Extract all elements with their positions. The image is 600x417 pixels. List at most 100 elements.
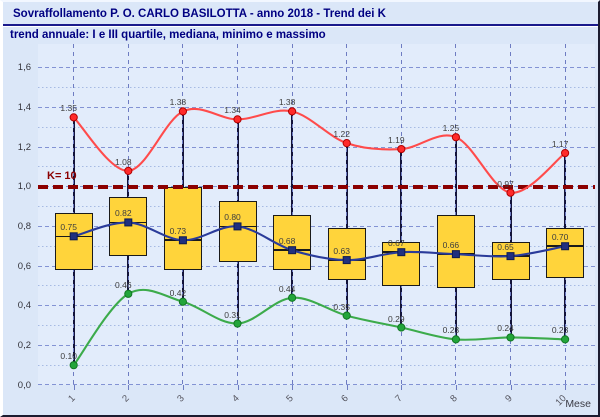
massimo-data-label: 0.97 [497, 178, 514, 189]
massimo-data-label: 1.34 [224, 105, 241, 116]
quartile-box [54, 212, 93, 270]
mediana-point [506, 252, 515, 261]
mediana-data-label: 0.75 [60, 222, 77, 233]
x-tick-label: 5 [284, 393, 296, 405]
minimo-data-label: 0.29 [388, 313, 405, 324]
mediana-point [233, 222, 242, 231]
x-tick-label: 6 [338, 393, 351, 405]
gridline-major [38, 344, 595, 346]
massimo-data-label: 1.38 [169, 97, 187, 108]
gridline-major [38, 146, 595, 148]
gridline-minor [38, 325, 595, 327]
gridline-major [38, 384, 595, 385]
y-tick-label: 1,4 [17, 101, 31, 113]
massimo-data-label: 1.19 [388, 135, 405, 146]
x-tick-label: 3 [175, 393, 187, 405]
minimo-data-label: 0.35 [333, 301, 350, 312]
x-tick-label: 9 [502, 393, 515, 405]
gridline-minor [38, 285, 595, 287]
massimo-point [233, 115, 242, 124]
minimo-point [69, 361, 78, 370]
massimo-data-label: 1.17 [551, 139, 569, 150]
k-reference-label: K= 10 [47, 169, 77, 182]
quartile-box [546, 228, 585, 278]
mediana-data-label: 0.63 [333, 246, 350, 257]
x-tick-label: 2 [120, 393, 133, 405]
y-tick-label: 0,8 [17, 220, 31, 232]
minimo-point [506, 333, 515, 342]
minimo-data-label: 0.44 [278, 283, 296, 294]
gridline-major [38, 67, 595, 69]
x-tick-label: 7 [393, 393, 406, 405]
minimo-data-label: 0.46 [115, 279, 132, 290]
mediana-point [342, 256, 351, 265]
massimo-point [451, 133, 460, 142]
minimo-point [233, 319, 242, 328]
mediana-data-label: 0.73 [169, 226, 187, 237]
y-tick-label: 0,2 [17, 339, 31, 351]
x-tick-mark [565, 385, 567, 390]
x-tick-mark [182, 385, 184, 390]
x-tick-mark [292, 385, 294, 390]
mediana-point [288, 246, 297, 255]
massimo-point [288, 107, 297, 116]
massimo-point [342, 139, 351, 148]
minimo-data-label: 0.42 [169, 287, 187, 298]
minimo-point [561, 335, 570, 344]
x-tick-label: 10 [553, 393, 569, 409]
y-tick-label: 0,6 [17, 260, 31, 272]
k-reference-line [38, 184, 595, 189]
minimo-point [178, 297, 187, 306]
minimo-point [342, 311, 351, 320]
mediana-data-label: 0.65 [497, 242, 514, 253]
gridline-minor [38, 245, 595, 247]
minimo-point [288, 293, 297, 302]
mediana-point [178, 236, 187, 245]
quartile-box [163, 186, 202, 270]
chart-subtitle: trend annuale: I e III quartile, mediana… [10, 29, 326, 41]
minimo-point [397, 323, 406, 332]
gridline-major [38, 225, 595, 227]
y-tick-label: 1,0 [17, 181, 31, 193]
minimo-point [124, 289, 133, 298]
month-gridline [346, 44, 348, 385]
mediana-point [69, 232, 78, 241]
month-gridline [510, 44, 511, 385]
minimo-data-label: 0.31 [224, 309, 241, 320]
x-tick-mark [128, 385, 130, 390]
mediana-data-label: 0.82 [115, 208, 132, 219]
x-tick-mark [237, 385, 239, 390]
month-gridline [564, 44, 566, 385]
chart-title: Sovraffollamento P. O. CARLO BASILOTTA -… [13, 8, 386, 20]
massimo-data-label: 1.35 [60, 103, 77, 114]
y-tick-label: 0,0 [17, 379, 31, 391]
massimo-point [561, 148, 570, 158]
mediana-point [397, 248, 406, 257]
minimo-point [451, 335, 460, 344]
massimo-point [69, 113, 78, 122]
x-tick-label: 4 [229, 393, 242, 405]
mediana-data-label: 0.67 [388, 238, 405, 249]
x-tick-mark [346, 385, 348, 390]
gridline-minor [38, 87, 595, 89]
gridline-minor [38, 166, 595, 168]
gridline-major [38, 265, 595, 267]
y-tick-label: 0,4 [17, 300, 31, 312]
minimo-data-label: 0.24 [497, 323, 514, 334]
month-gridline [400, 44, 402, 385]
minimo-data-label: 0.10 [60, 351, 77, 362]
minimo-data-label: 0.23 [442, 325, 460, 336]
mediana-point [451, 250, 460, 259]
quartile-box [327, 228, 366, 280]
mediana-point [561, 242, 570, 251]
x-tick-label: 1 [65, 393, 78, 405]
massimo-data-label: 1.22 [333, 129, 350, 140]
gridline-minor [38, 364, 595, 366]
x-tick-mark [73, 385, 75, 390]
x-tick-mark [510, 385, 512, 390]
plot-area: K= 10 1.35 1.08 1.38 1.34 1.38 1.22 1.19 1.25 0.9… [38, 44, 595, 385]
mediana-point [124, 218, 133, 227]
title-separator [3, 24, 598, 26]
massimo-data-label: 1.38 [278, 97, 296, 108]
massimo-line [72, 107, 566, 194]
